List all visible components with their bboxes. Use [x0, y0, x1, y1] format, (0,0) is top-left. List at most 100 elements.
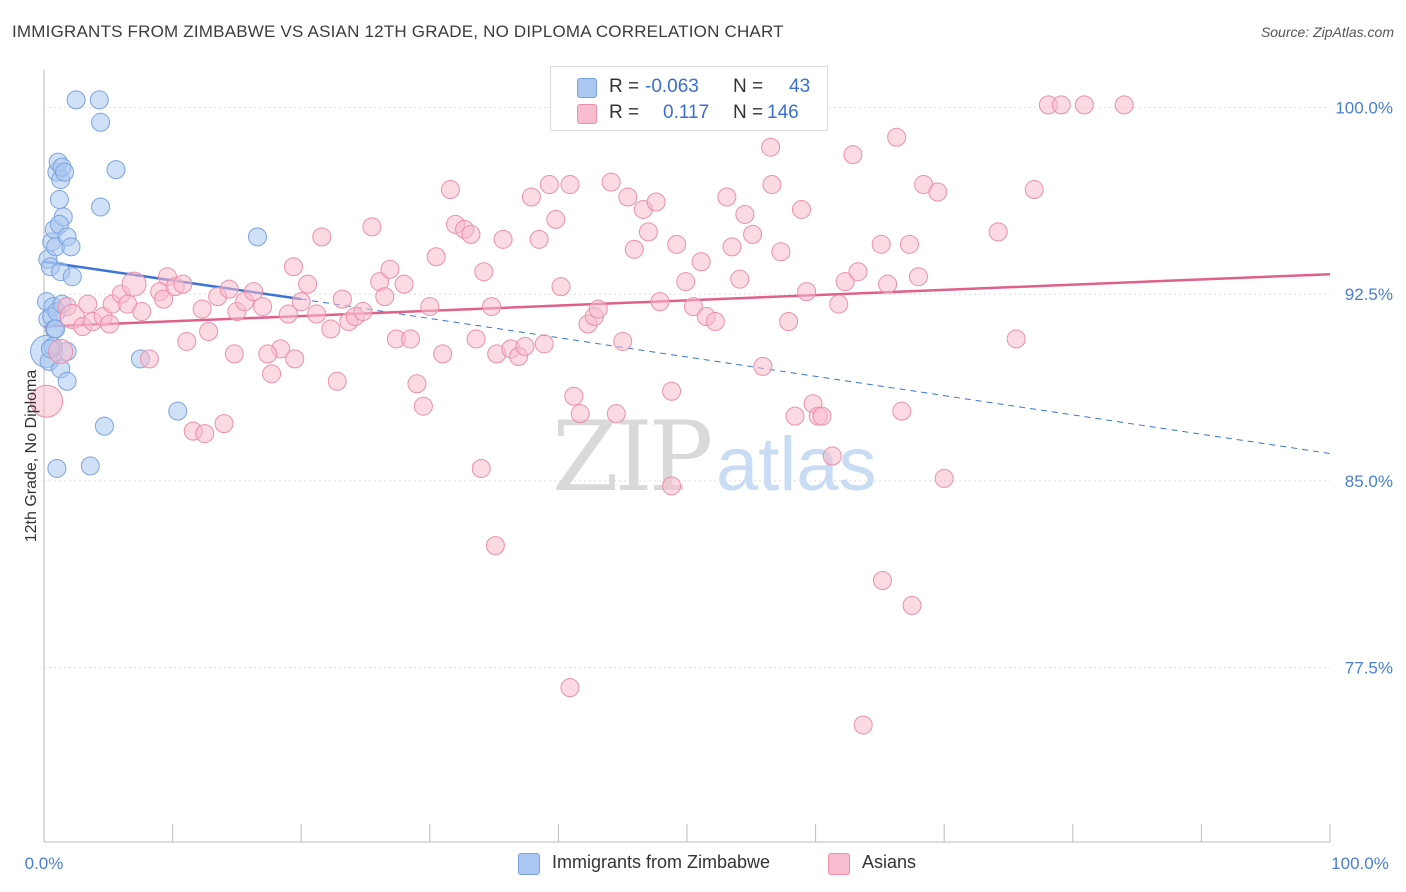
y-tick-label: 85.0%: [1345, 472, 1393, 491]
y-tick-label: 100.0%: [1335, 98, 1393, 117]
legend-swatch-asians: [577, 104, 597, 124]
asians-point: [121, 271, 147, 297]
zimbabwe-point: [55, 162, 75, 182]
zimbabwe-trend-extension: [301, 298, 1331, 455]
asians-point: [908, 267, 928, 287]
asians-point: [177, 331, 197, 351]
asians-point: [735, 204, 755, 224]
asians-point: [797, 282, 817, 302]
legend-swatch-zimbabwe: [577, 78, 597, 98]
legend-n-label: N =: [733, 102, 764, 123]
asians-point: [588, 299, 608, 319]
legend-r-value: 0.117: [663, 102, 710, 123]
asians-point: [244, 282, 264, 302]
asians-point: [683, 297, 703, 317]
asians-point: [482, 297, 502, 317]
source-label: Source: ZipAtlas.com: [1260, 24, 1394, 40]
asians-point: [195, 424, 215, 444]
asians-point: [332, 289, 352, 309]
asians-point: [407, 374, 427, 394]
zimbabwe-point: [61, 237, 81, 257]
asians-point: [327, 371, 347, 391]
asians-point: [871, 234, 891, 254]
asians-point: [515, 336, 535, 356]
zimbabwe-point: [106, 160, 126, 180]
asians-point: [539, 175, 559, 195]
zimbabwe-point: [47, 458, 67, 478]
asians-point: [902, 595, 922, 615]
asians-point: [173, 274, 193, 294]
asians-point: [570, 404, 590, 424]
asians-point: [560, 678, 580, 698]
asians-point: [560, 175, 580, 195]
asians-point: [199, 321, 219, 341]
asians-point: [722, 237, 742, 257]
asians-point: [1006, 329, 1026, 349]
asians-point: [413, 396, 433, 416]
watermark-atlas: atlas: [716, 422, 877, 507]
asians-point: [812, 406, 832, 426]
asians-point: [618, 187, 638, 207]
legend-n-label: N =: [733, 76, 764, 97]
asians-point: [48, 338, 74, 364]
axes: [43, 70, 1331, 843]
legend-r-value: -0.063: [645, 76, 699, 97]
asians-point: [307, 304, 327, 324]
asians-point: [791, 199, 811, 219]
y-axis-label: 12th Grade, No Diploma: [23, 370, 40, 543]
asians-point: [650, 292, 670, 312]
legend-box: R = -0.063 N = 43 R = 0.117 N = 146: [550, 66, 828, 131]
asians-point: [214, 414, 234, 434]
asians-point: [1051, 95, 1071, 115]
asians-point: [132, 302, 152, 322]
asians-point: [872, 571, 892, 591]
asians-point: [420, 297, 440, 317]
asians-point: [934, 468, 954, 488]
asians-point: [321, 319, 341, 339]
asians-point: [283, 257, 303, 277]
asians-point: [667, 234, 687, 254]
asians-point: [192, 299, 212, 319]
asians-point: [224, 344, 244, 364]
zimbabwe-point: [80, 456, 100, 476]
asians-point: [426, 247, 446, 267]
asians-point: [624, 239, 644, 259]
asians-point: [771, 242, 791, 262]
asians-point: [262, 364, 282, 384]
asians-point: [529, 229, 549, 249]
asians-point: [78, 294, 98, 314]
asians-point: [606, 404, 626, 424]
bottom-legend-label: Immigrants from Zimbabwe: [552, 852, 771, 872]
asians-point: [1024, 180, 1044, 200]
zimbabwe-point: [168, 401, 188, 421]
zimbabwe-point: [66, 90, 86, 110]
zimbabwe-point: [91, 112, 111, 132]
asians-point: [646, 192, 666, 212]
asians-point: [219, 279, 239, 299]
asians-point: [30, 384, 64, 418]
asians-point: [762, 175, 782, 195]
asians-point: [848, 262, 868, 282]
bottom-legend-swatch-asians: [828, 853, 850, 875]
zimbabwe-point: [57, 371, 77, 391]
asians-point: [779, 312, 799, 332]
asians-point: [1074, 95, 1094, 115]
asians-point: [822, 446, 842, 466]
asians-point: [253, 297, 273, 317]
zimbabwe-point: [247, 227, 267, 247]
y-tick-label: 77.5%: [1345, 659, 1393, 678]
asians-point: [662, 476, 682, 496]
tick-labels: 77.5% 85.0% 92.5% 100.0% 0.0% 100.0%: [25, 98, 1393, 873]
asians-point: [887, 127, 907, 147]
asians-point: [312, 227, 332, 247]
asians-point: [743, 224, 763, 244]
asians-point: [676, 272, 696, 292]
asians-point: [1114, 95, 1134, 115]
asians-point: [380, 259, 400, 279]
asians-point: [613, 331, 633, 351]
legend-n-value: 43: [789, 76, 811, 97]
zimbabwe-point: [49, 189, 69, 209]
asians-point: [601, 172, 621, 192]
asians-point: [878, 274, 898, 294]
